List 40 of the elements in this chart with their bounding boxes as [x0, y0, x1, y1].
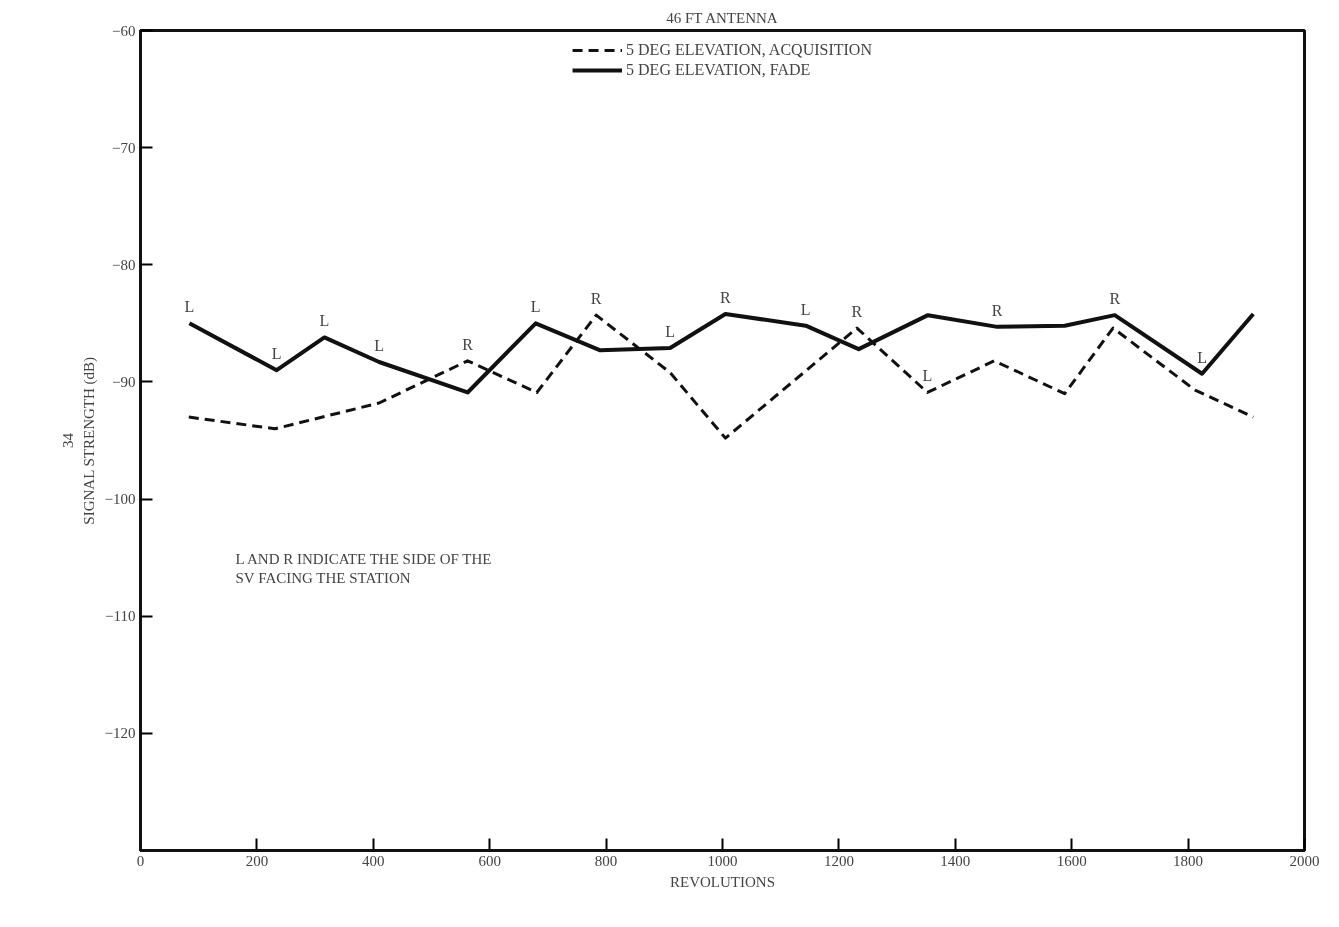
x-tick-label: 1800	[1173, 852, 1204, 869]
y-tick-label: −120	[104, 725, 136, 742]
y-tick-label: −60	[112, 22, 136, 39]
annotation: R	[1109, 290, 1121, 308]
x-tick-label: 0	[136, 852, 145, 869]
annotation: L	[374, 337, 385, 355]
legend-label: 5 DEG ELEVATION, FADE	[626, 61, 811, 79]
text: 34	[59, 432, 76, 448]
annotation: L	[800, 300, 811, 318]
x-tick-label: 2000	[1289, 852, 1320, 869]
annotation: R	[590, 290, 602, 308]
x-tick-label: 600	[478, 852, 501, 869]
annotation: L	[319, 312, 330, 330]
annotation: L	[530, 298, 541, 316]
x-tick-label: 400	[362, 852, 385, 869]
y-axis-title: SIGNAL STRENGTH (dB)	[80, 356, 98, 525]
annotation: R	[991, 301, 1003, 319]
x-tick-label: 200	[245, 852, 269, 869]
x-axis-title: REVOLUTIONS	[670, 873, 775, 890]
annotation: R	[851, 303, 863, 321]
legend-label: 5 DEG ELEVATION, ACQUISITION	[626, 41, 872, 59]
annotation: L AND R INDICATE THE SIDE OF THE SV FACING THE STATION	[235, 550, 492, 586]
y-tick-label: −110	[105, 608, 136, 625]
x-tick-label: 1200	[823, 852, 854, 869]
annotation: L	[1197, 348, 1207, 366]
x-tick-label: 1400	[940, 852, 971, 869]
annotation: L	[271, 345, 282, 363]
y-tick-label: −90	[112, 373, 136, 390]
annotation: L	[922, 367, 933, 385]
annotation: R	[462, 335, 474, 353]
x-tick-label: 800	[594, 852, 618, 869]
y-tick-label: −70	[112, 139, 136, 156]
y-tick-label: −100	[104, 491, 136, 508]
x-tick-label: 1000	[707, 852, 738, 869]
annotation: R	[720, 288, 732, 306]
annotation: L	[184, 298, 195, 316]
x-tick-label: 1600	[1056, 852, 1087, 869]
chart-title: 46 FT ANTENNA	[666, 9, 778, 26]
y-tick-label: −80	[112, 256, 136, 273]
annotation: L	[665, 322, 676, 340]
